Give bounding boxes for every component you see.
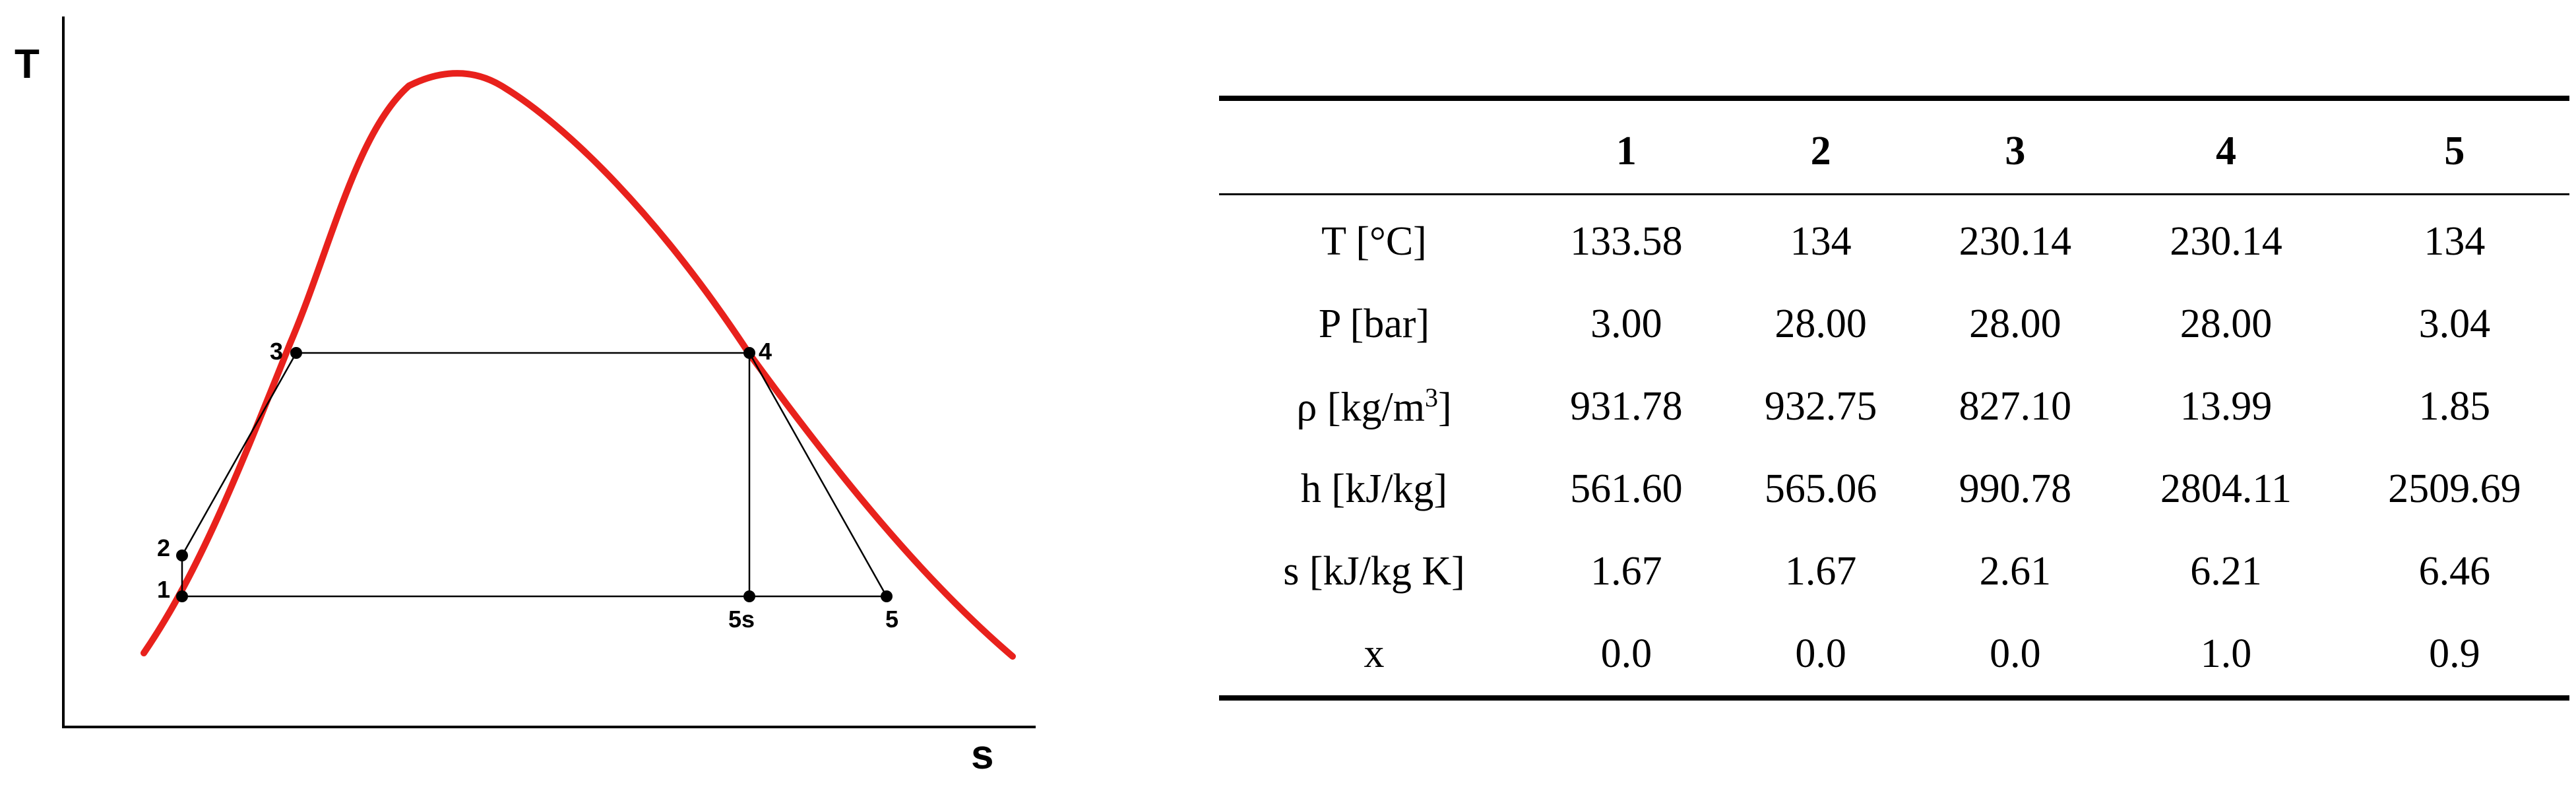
table-cell: 6.46: [2418, 549, 2491, 594]
table-cell: 134: [1790, 219, 1852, 264]
ts-diagram: T s 1 2 3 4 5s 5: [15, 16, 1036, 778]
table-cell: 230.14: [2170, 219, 2282, 264]
table-cell: 0.0: [1600, 631, 1652, 676]
table-row: P [bar] 3.00 28.00 28.00 28.00 3.04: [1219, 283, 2569, 365]
row-label-suffix: ]: [1437, 385, 1452, 430]
table-cell: 827.10: [1959, 384, 2072, 429]
table-cell: 2804.11: [2160, 466, 2292, 511]
saturation-curve: [141, 70, 1016, 660]
table-cell: 990.78: [1959, 466, 2072, 511]
process-line-2-3: [181, 352, 298, 556]
point-5-marker: [881, 590, 893, 602]
x-axis-label: s: [971, 732, 993, 778]
table-row: ρ [kg/m3] 931.78 932.75 827.10 13.99 1.8…: [1219, 365, 2569, 448]
point-5s-marker: [743, 590, 755, 602]
table-cell: 3.04: [2418, 301, 2491, 346]
point-4-marker: [743, 347, 755, 359]
table-cell: 1.67: [1784, 549, 1857, 594]
process-line-4-5: [748, 352, 888, 597]
point-4-label: 4: [759, 338, 772, 365]
table-cell: 1.0: [2200, 631, 2252, 676]
row-label: P [bar]: [1318, 301, 1430, 346]
table-cell: 1.67: [1590, 549, 1662, 594]
column-header: 1: [1616, 128, 1637, 173]
row-label-superscript: 3: [1424, 383, 1438, 413]
point-2-marker: [176, 550, 188, 561]
table-cell: 932.75: [1764, 384, 1877, 429]
row-label: s [kJ/kg K]: [1283, 549, 1465, 594]
column-header: 5: [2444, 128, 2465, 173]
table-cell: 134: [2424, 219, 2486, 264]
table-cell: 561.60: [1570, 466, 1683, 511]
table-cell: 931.78: [1570, 384, 1683, 429]
table-cell: 133.58: [1570, 219, 1683, 264]
table-cell: 28.00: [1775, 301, 1867, 346]
table-row: h [kJ/kg] 561.60 565.06 990.78 2804.11 2…: [1219, 448, 2569, 530]
point-2-label: 2: [157, 534, 170, 561]
point-3-marker: [290, 347, 302, 359]
table-cell: 3.00: [1590, 301, 1662, 346]
point-1-label: 1: [157, 576, 170, 603]
y-axis-label: T: [15, 42, 40, 87]
table-cell: 1.85: [2418, 384, 2491, 429]
table-cell: 2.61: [1979, 549, 2052, 594]
row-label: x: [1364, 631, 1385, 676]
table-cell: 2509.69: [2388, 466, 2521, 511]
table-cell: 6.21: [2190, 549, 2262, 594]
row-label: T [°C]: [1321, 219, 1427, 264]
row-label-prefix: ρ [kg/m: [1296, 385, 1425, 430]
point-1-marker: [176, 590, 188, 602]
point-5s-label: 5s: [728, 606, 755, 633]
row-label: h [kJ/kg]: [1300, 466, 1448, 511]
table-cell: 13.99: [2180, 384, 2273, 429]
point-3-label: 3: [270, 338, 283, 365]
point-5-label: 5: [885, 606, 898, 633]
table-cell: 28.00: [2180, 301, 2273, 346]
column-header: 3: [2005, 128, 2026, 173]
table-cell: 0.0: [1990, 631, 2041, 676]
column-header: 2: [1810, 128, 1831, 173]
row-label: ρ [kg/m3]: [1219, 365, 1529, 448]
table-cell: 0.0: [1795, 631, 1846, 676]
table-cell: 565.06: [1764, 466, 1877, 511]
header-corner: [1219, 98, 1529, 195]
table-row: T [°C] 133.58 134 230.14 230.14 134: [1219, 195, 2569, 284]
state-properties-table: 1 2 3 4 5 T [°C] 133.58 134 230.14 230.1…: [1219, 96, 2569, 701]
table-cell: 230.14: [1959, 219, 2072, 264]
table-row: x 0.0 0.0 0.0 1.0 0.9: [1219, 613, 2569, 698]
table-row: s [kJ/kg K] 1.67 1.67 2.61 6.21 6.46: [1219, 530, 2569, 613]
column-header: 4: [2215, 128, 2236, 173]
table-cell: 0.9: [2429, 631, 2480, 676]
table-cell: 28.00: [1969, 301, 2061, 346]
table-header-row: 1 2 3 4 5: [1219, 98, 2569, 195]
